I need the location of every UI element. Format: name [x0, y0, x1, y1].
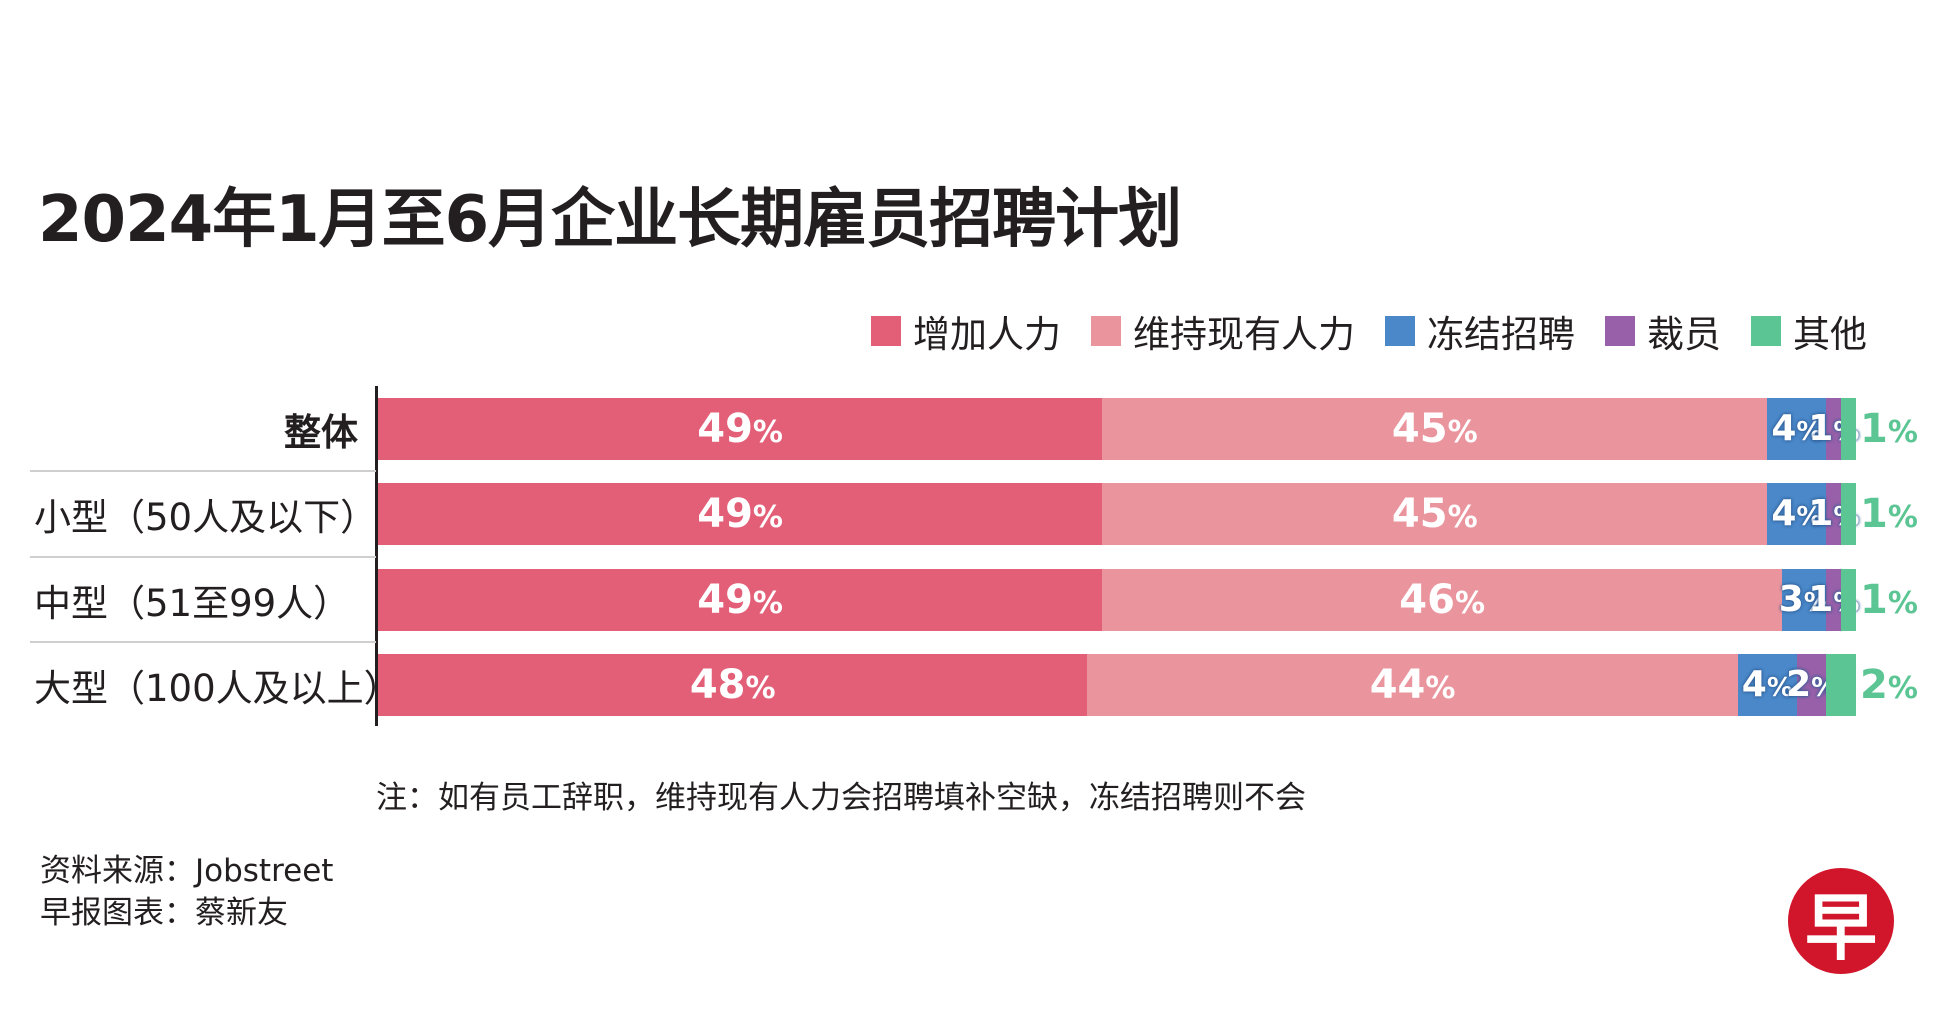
- legend-item: 维持现有人力: [1091, 304, 1355, 358]
- data-label: 46%: [1399, 577, 1486, 623]
- data-label: 49%: [697, 406, 783, 452]
- bar-segment: [1826, 398, 1842, 460]
- bar-segment: [378, 569, 1103, 631]
- bar-segment: [1102, 398, 1768, 460]
- bar-segment: [1102, 483, 1768, 545]
- legend-item: 冻结招聘: [1385, 304, 1575, 358]
- legend-label: 维持现有人力: [1133, 313, 1355, 356]
- data-label: 4%: [1741, 664, 1793, 705]
- bar-segment: [1841, 483, 1856, 545]
- legend-swatch: [1091, 316, 1121, 346]
- legend-item: 裁员: [1605, 304, 1721, 358]
- legend-label: 裁员: [1647, 313, 1721, 356]
- row-divider: [30, 641, 376, 643]
- bar-segment: [378, 483, 1103, 545]
- bar-segment: [1087, 654, 1738, 716]
- data-label: 1%: [1860, 491, 1918, 537]
- legend-swatch: [1605, 316, 1635, 346]
- data-label: 48%: [689, 662, 776, 708]
- legend-swatch: [1385, 316, 1415, 346]
- bar-segment: [1737, 654, 1797, 716]
- bar-segment: [1826, 569, 1842, 631]
- bar-segment: [1796, 654, 1827, 716]
- source-line: 资料来源：Jobstreet: [40, 853, 334, 889]
- legend: 增加人力 维持现有人力 冻结招聘 裁员 其他: [871, 304, 1867, 358]
- bar-segment: [1841, 398, 1856, 460]
- data-label: 45%: [1391, 491, 1478, 537]
- zaobao-logo: 早: [1788, 868, 1894, 974]
- legend-label: 冻结招聘: [1427, 313, 1575, 356]
- data-label: 49%: [697, 577, 783, 623]
- y-axis-line: [375, 386, 378, 726]
- footnote: 注：如有员工辞职，维持现有人力会招聘填补空缺，冻结招聘则不会: [376, 780, 1306, 816]
- data-label: 4%: [1771, 408, 1823, 449]
- bar-segment: [378, 398, 1103, 460]
- row-divider: [30, 470, 376, 472]
- legend-swatch: [1751, 316, 1781, 346]
- bar-segment: [378, 654, 1088, 716]
- legend-item: 增加人力: [871, 304, 1061, 358]
- data-label: 49%: [697, 491, 783, 537]
- chart-title: 2024年1月至6月企业长期雇员招聘计划: [38, 183, 1182, 257]
- credit-line: 早报图表：蔡新友: [40, 895, 288, 931]
- data-label: 2%: [1860, 662, 1918, 708]
- source-credits: 资料来源：Jobstreet 早报图表：蔡新友: [40, 850, 333, 934]
- category-label: 小型（50人及以下）: [34, 496, 378, 539]
- bar-segment: [1826, 654, 1856, 716]
- data-label: 44%: [1369, 662, 1456, 708]
- legend-swatch: [871, 316, 901, 346]
- legend-label: 其他: [1793, 313, 1867, 356]
- bar-segment: [1102, 569, 1783, 631]
- bar-segment: [1767, 398, 1827, 460]
- bar-segment: [1826, 483, 1842, 545]
- bar-segment: [1841, 569, 1856, 631]
- data-label: 45%: [1391, 406, 1478, 452]
- data-label: 4%: [1771, 493, 1823, 534]
- bar-segment: [1782, 569, 1827, 631]
- category-label: 整体: [284, 411, 358, 454]
- legend-item: 其他: [1751, 304, 1867, 358]
- legend-label: 增加人力: [913, 313, 1061, 356]
- data-label: 1%: [1860, 577, 1918, 623]
- category-label: 中型（51至99人）: [34, 582, 351, 625]
- bar-segment: [1767, 483, 1827, 545]
- category-label: 大型（100人及以上）: [34, 667, 401, 710]
- data-label: 3%: [1778, 579, 1830, 620]
- data-label: 1%: [1860, 406, 1918, 452]
- row-divider: [30, 556, 376, 558]
